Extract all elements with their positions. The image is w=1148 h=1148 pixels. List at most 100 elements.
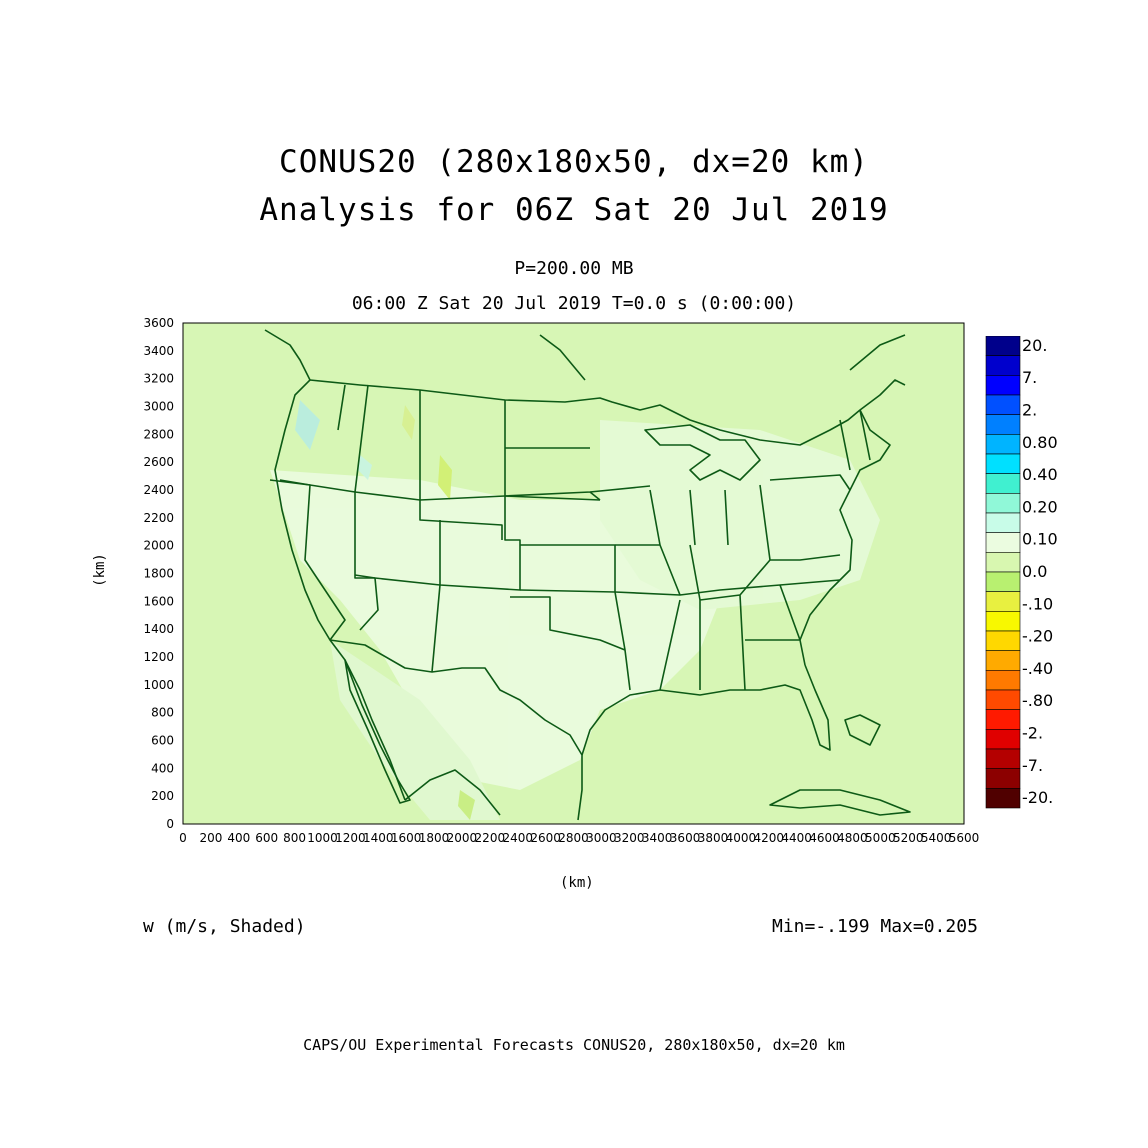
colorbar-swatch — [985, 493, 1021, 514]
colorbar-label: 0.10 — [1022, 530, 1058, 549]
colorbar-swatch — [985, 355, 1021, 376]
state-line — [689, 474, 851, 561]
x-axis-tick-labels: 0 200 400 600 800 100012001400160018002000220… — [179, 819, 979, 845]
colorbar-label: -.40 — [1022, 659, 1053, 678]
x-tick-label: 4200 — [753, 831, 784, 845]
colorbar-swatch — [985, 611, 1021, 632]
colorbar-swatch — [985, 532, 1021, 553]
w-shade-region — [295, 400, 320, 450]
y-tick-label: 2800 — [143, 427, 174, 441]
colorbar-label: -20. — [1022, 788, 1053, 807]
canada-north — [264, 329, 906, 381]
footer-credit: CAPS/OU Experimental Forecasts CONUS20, … — [303, 1036, 845, 1054]
w-shade-region — [458, 790, 475, 820]
x-tick-label: 2800 — [558, 831, 589, 845]
florida-keys — [844, 714, 881, 746]
colorbar-swatch — [985, 650, 1021, 671]
x-tick-label: 2400 — [502, 831, 533, 845]
x-tick-label: 5000 — [865, 831, 896, 845]
colorbar-swatch — [985, 670, 1021, 691]
colorbar-label: -.80 — [1022, 691, 1053, 710]
x-tick-label: 1200 — [335, 831, 366, 845]
y-tick-label: 600 — [151, 734, 174, 748]
y-tick-label: 1800 — [143, 567, 174, 581]
y-tick-label: 2600 — [143, 455, 174, 469]
w-shade-region — [402, 405, 415, 440]
field-label: w (m/s, Shaded) — [143, 916, 306, 937]
colorbar-label: 0.80 — [1022, 433, 1058, 452]
x-tick-label: 5400 — [921, 831, 952, 845]
valid-time: 06:00 Z Sat 20 Jul 2019 T=0.0 s (0:00:00… — [351, 293, 797, 314]
colorbar: 20. 7. 2. 0.80 0.40 0.20 0.10 0.0 -.10 -.20 -.40 -.… — [985, 336, 1058, 809]
x-tick-label: 5200 — [893, 831, 924, 845]
colorbar-label: 0.0 — [1022, 562, 1047, 581]
colorbar-label: 0.40 — [1022, 465, 1058, 484]
colorbar-swatch — [985, 473, 1021, 494]
colorbar-labels: 20. 7. 2. 0.80 0.40 0.20 0.10 0.0 -.10 -.20 -.40 -.… — [1022, 336, 1058, 807]
w-shade-region — [600, 420, 880, 610]
state-line — [354, 492, 441, 673]
state-line — [589, 489, 681, 596]
x-tick-label: 4600 — [809, 831, 840, 845]
x-tick-label: 1800 — [419, 831, 450, 845]
x-tick-label: 2000 — [447, 831, 478, 845]
w-shade-region — [358, 455, 372, 480]
colorbar-swatches — [985, 336, 1021, 809]
w-shade-region — [330, 640, 500, 820]
x-tick-label: 3800 — [698, 831, 729, 845]
state-line — [659, 544, 841, 691]
colorbar-swatch — [985, 571, 1021, 592]
east-coast — [799, 409, 891, 666]
colorbar-label: 0.20 — [1022, 497, 1058, 516]
w-field-shading — [270, 400, 880, 820]
colorbar-label: 7. — [1022, 368, 1037, 387]
field-stats: Min=-.199 Max=0.205 — [772, 916, 978, 937]
colorbar-swatch — [985, 434, 1021, 455]
colorbar-swatch — [985, 709, 1021, 730]
title-line-2: Analysis for 06Z Sat 20 Jul 2019 — [259, 192, 889, 228]
colorbar-swatch — [985, 453, 1021, 474]
x-tick-label: 0 — [179, 831, 187, 845]
colorbar-swatch — [985, 414, 1021, 435]
colorbar-swatch — [985, 729, 1021, 750]
state-line — [354, 400, 521, 591]
x-tick-label: 1000 — [307, 831, 338, 845]
x-axis-label: (km) — [560, 875, 594, 891]
state-line — [279, 479, 346, 641]
x-tick-label: 3200 — [614, 831, 645, 845]
x-tick-label: 800 — [283, 831, 306, 845]
colorbar-label: 2. — [1022, 400, 1037, 419]
colorbar-swatch — [985, 394, 1021, 415]
gulf-coast — [581, 664, 831, 756]
y-tick-label: 2200 — [143, 511, 174, 525]
colorbar-swatch — [985, 591, 1021, 612]
pressure-level: P=200.00 MB — [514, 258, 634, 279]
w-shade-region — [438, 455, 452, 500]
y-tick-label: 3000 — [143, 400, 174, 414]
colorbar-label: -.10 — [1022, 594, 1053, 613]
x-tick-label: 4000 — [726, 831, 757, 845]
state-line — [519, 579, 841, 596]
y-tick-label: 2000 — [143, 539, 174, 553]
y-tick-label: 200 — [151, 789, 174, 803]
colorbar-swatch — [985, 768, 1021, 789]
x-tick-label: 3400 — [642, 831, 673, 845]
colorbar-swatch — [985, 552, 1021, 573]
y-tick-label: 1000 — [143, 678, 174, 692]
colorbar-swatch — [985, 748, 1021, 769]
colorbar-label: -.20 — [1022, 627, 1053, 646]
y-axis-tick-labels: 0 200 400 600 800 1000 1200 1400 1600 1800 2000 220… — [143, 316, 188, 831]
x-tick-label: 600 — [255, 831, 278, 845]
w-shade-region — [270, 470, 720, 790]
x-tick-label: 5600 — [949, 831, 980, 845]
x-tick-label: 1400 — [363, 831, 394, 845]
state-line — [510, 544, 631, 691]
colorbar-swatch — [985, 630, 1021, 651]
colorbar-swatch — [985, 336, 1021, 356]
colorbar-swatch — [985, 788, 1021, 809]
y-tick-label: 1400 — [143, 622, 174, 636]
colorbar-swatch — [985, 512, 1021, 533]
x-tick-label: 1600 — [391, 831, 422, 845]
x-tick-label: 4400 — [781, 831, 812, 845]
cuba-coast — [769, 789, 911, 816]
